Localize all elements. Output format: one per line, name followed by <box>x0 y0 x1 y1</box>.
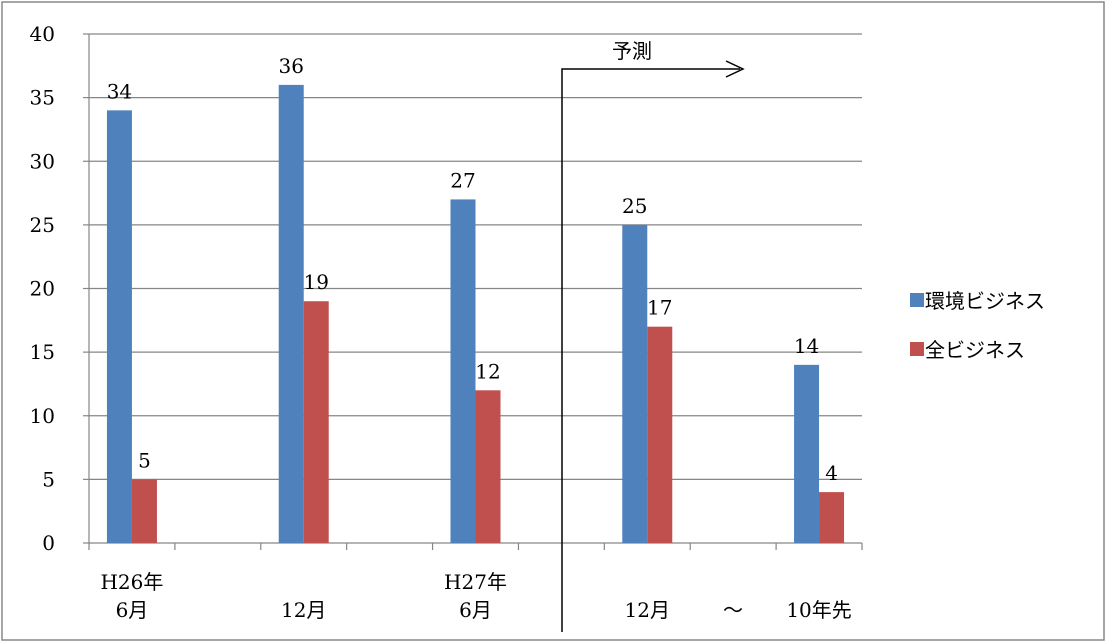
forecast-arrow-head <box>725 60 745 78</box>
data-label: 36 <box>278 54 303 78</box>
data-label: 19 <box>303 270 328 294</box>
bar-all-2 <box>475 390 501 543</box>
legend-swatch <box>910 342 924 356</box>
x-tick-label-line2: 6月 <box>116 598 149 622</box>
y-tick-label: 30 <box>30 149 55 173</box>
data-label: 4 <box>825 461 838 485</box>
x-tick-labels: H26年 6月 12月 H27年 6月 12月 10年先 <box>100 570 851 622</box>
axes: 0 5 10 15 20 25 30 35 40 <box>30 22 863 555</box>
x-tick-label-line2: 6月 <box>459 598 492 622</box>
x-tick-label-line1: H27年 <box>444 570 507 594</box>
data-label: 34 <box>107 79 132 103</box>
y-tick-label: 0 <box>42 531 55 555</box>
x-tick-label-line1: H26年 <box>100 570 163 594</box>
y-tick-label: 5 <box>42 467 55 491</box>
bar-all-3 <box>647 326 673 543</box>
x-tick-label-line2: 12月 <box>281 598 326 622</box>
legend-swatch <box>910 293 924 307</box>
bar-environment-2 <box>450 199 476 544</box>
forecast-arrow-line <box>561 68 740 632</box>
y-tick-label: 25 <box>30 213 55 237</box>
data-label: 14 <box>794 334 819 358</box>
bar-all-1 <box>303 301 329 543</box>
forecast-label: 予測 <box>612 39 652 63</box>
bar-environment-3 <box>622 224 648 543</box>
data-label: 25 <box>622 194 647 218</box>
legend-label: 環境ビジネス <box>925 289 1045 313</box>
y-tick-label: 15 <box>30 340 55 364</box>
bar-all-4 <box>819 492 845 543</box>
y-tick-label: 40 <box>30 22 55 46</box>
data-label: 27 <box>450 168 475 192</box>
x-tick-label-line2: 12月 <box>625 598 670 622</box>
data-label: 5 <box>138 448 151 472</box>
y-tick-label: 20 <box>30 277 55 301</box>
bar-environment-1 <box>278 84 304 544</box>
legend-label: 全ビジネス <box>925 338 1025 362</box>
bars <box>106 84 845 544</box>
y-tick-label: 35 <box>30 86 55 110</box>
forecast-annotation: 予測 ～ <box>561 39 745 632</box>
bar-environment-0 <box>106 110 132 543</box>
data-label: 12 <box>475 359 500 383</box>
x-tick-label-line2: 10年先 <box>786 598 851 622</box>
bar-environment-4 <box>794 364 820 543</box>
separator-tilde: ～ <box>723 598 743 622</box>
data-labels: 34 5 36 19 27 12 25 17 14 4 <box>107 54 838 485</box>
y-tick-label: 10 <box>30 404 55 428</box>
data-label: 17 <box>647 296 672 320</box>
bar-all-0 <box>131 479 157 543</box>
